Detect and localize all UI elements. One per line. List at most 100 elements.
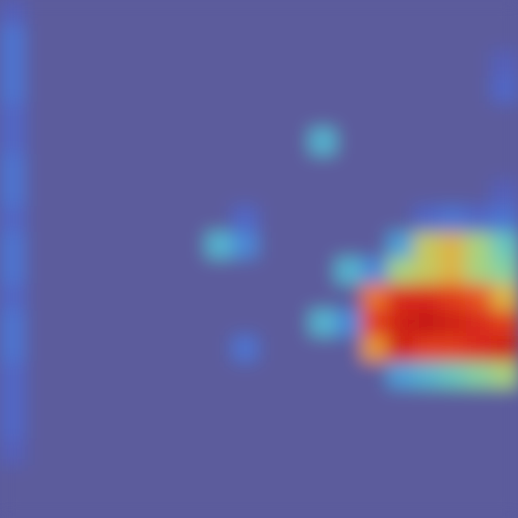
heat-cell (388, 25, 416, 53)
heat-cell (232, 258, 260, 286)
heat-cell (232, 465, 260, 493)
heat-cell (284, 232, 312, 260)
heat-cell (336, 284, 364, 312)
heat-cell (258, 465, 286, 493)
heat-cell (103, 154, 131, 182)
heat-cell (154, 51, 182, 79)
heat-cell (388, 336, 416, 364)
heat-cell (77, 310, 105, 338)
heat-cell (0, 129, 27, 157)
heat-cell (0, 491, 27, 518)
heat-cell (180, 0, 208, 27)
heat-cell (154, 103, 182, 131)
heat-cell (362, 51, 390, 79)
heat-cell (154, 388, 182, 416)
heat-cell (232, 180, 260, 208)
heat-cell (180, 310, 208, 338)
heat-cell (206, 284, 234, 312)
heat-cell (284, 465, 312, 493)
heat-cell (180, 206, 208, 234)
heat-cell (413, 154, 441, 182)
heat-cell (491, 362, 518, 390)
heat-cell (154, 258, 182, 286)
chart-container (0, 0, 518, 518)
heat-cell (25, 491, 53, 518)
heat-cell (336, 51, 364, 79)
heat-cell (232, 51, 260, 79)
heat-cell (336, 0, 364, 27)
heat-cell (439, 336, 467, 364)
heat-cell (129, 362, 157, 390)
heat-cell (232, 129, 260, 157)
heat-cell (310, 491, 338, 518)
heat-cell (310, 154, 338, 182)
heat-cell (154, 129, 182, 157)
plot-area (0, 0, 518, 518)
heat-cell (77, 284, 105, 312)
heat-cell (439, 491, 467, 518)
heat-cell (336, 465, 364, 493)
heat-cell (25, 284, 53, 312)
heat-cell (258, 51, 286, 79)
heat-cell (362, 439, 390, 467)
heat-cell (103, 103, 131, 131)
heat-cell (258, 491, 286, 518)
heat-cell (388, 439, 416, 467)
heat-cell (284, 129, 312, 157)
heat-cell (310, 465, 338, 493)
heat-cell (413, 51, 441, 79)
heat-cell (336, 154, 364, 182)
heat-cell (258, 310, 286, 338)
heat-cell (491, 284, 518, 312)
heat-cell (439, 258, 467, 286)
heat-cell (129, 25, 157, 53)
heat-cell (206, 129, 234, 157)
heat-cell (0, 25, 27, 53)
heat-cell (413, 465, 441, 493)
heat-cell (0, 336, 27, 364)
heat-cell (77, 388, 105, 416)
heat-cell (336, 491, 364, 518)
heat-cell (465, 388, 493, 416)
heat-cell (336, 77, 364, 105)
heat-cell (388, 129, 416, 157)
heat-cell (25, 465, 53, 493)
heat-cell (51, 77, 79, 105)
heat-cell (336, 129, 364, 157)
heat-cell (77, 25, 105, 53)
heat-cell (25, 51, 53, 79)
heat-cell (103, 232, 131, 260)
heat-cell (0, 388, 27, 416)
heat-cell (439, 180, 467, 208)
heat-cell (206, 180, 234, 208)
heat-cell (439, 362, 467, 390)
heat-cell (129, 310, 157, 338)
heat-cell (491, 439, 518, 467)
heat-cell (413, 232, 441, 260)
heat-cell (362, 258, 390, 286)
heat-cell (103, 388, 131, 416)
heat-cell (336, 310, 364, 338)
heat-cell (388, 310, 416, 338)
heat-cell (206, 232, 234, 260)
heat-cell (129, 129, 157, 157)
heat-cell (25, 129, 53, 157)
heat-cell (232, 0, 260, 27)
heat-cell (465, 154, 493, 182)
heat-cell (491, 180, 518, 208)
heat-cell (77, 232, 105, 260)
heat-cell (129, 284, 157, 312)
heat-cell (491, 51, 518, 79)
heat-cell (0, 232, 27, 260)
heat-cell (103, 206, 131, 234)
heat-cell (180, 258, 208, 286)
heatmap-svg (0, 0, 518, 518)
heat-cell (154, 206, 182, 234)
heat-cell (336, 362, 364, 390)
heat-cell (491, 25, 518, 53)
heat-cell (180, 154, 208, 182)
heat-cell (465, 258, 493, 286)
heat-cell (362, 206, 390, 234)
heat-cell (103, 129, 131, 157)
heat-cell (25, 336, 53, 364)
